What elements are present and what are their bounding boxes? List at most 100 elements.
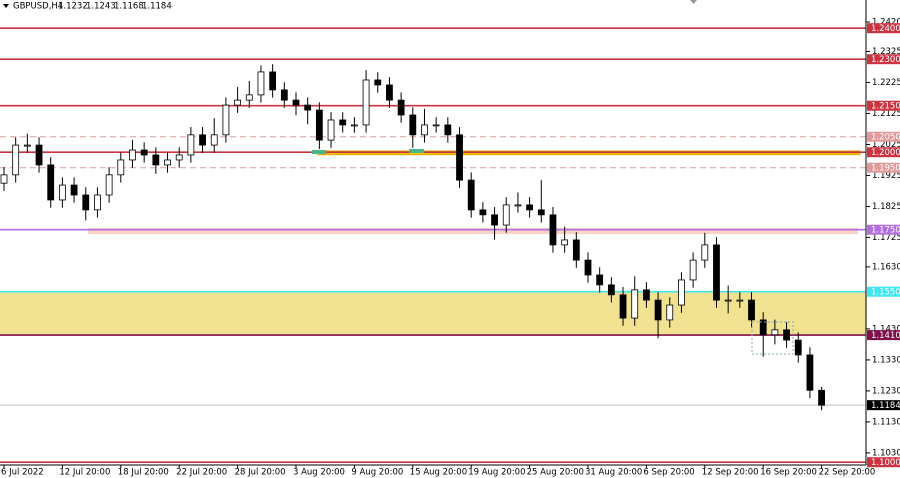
candle-body (526, 204, 533, 211)
candles (0, 64, 825, 411)
candle-body (794, 339, 802, 356)
level-label: 1.2000 (871, 148, 900, 158)
candle-body (654, 299, 662, 321)
y-tick-label: 1.2225 (872, 78, 900, 88)
candle-body (47, 164, 55, 201)
time-axis: 6 Jul 2022 12 Jul 20:00 18 Jul 20:00 22 Jul… (1, 465, 875, 478)
candle-body (409, 114, 417, 136)
y-tick-label: 1.2420 (872, 18, 900, 28)
y-tick-label: 1.1330 (872, 355, 900, 365)
candle-body (374, 79, 382, 86)
x-tick-label: 15 Aug 20:00 (410, 468, 467, 478)
candle-body (561, 239, 569, 246)
candle-body (619, 294, 627, 319)
candle-body (386, 84, 393, 101)
candle-body (175, 154, 183, 161)
candle-body (678, 279, 685, 306)
candle-body (187, 134, 195, 156)
candle-body (759, 319, 767, 336)
level-label-box (867, 224, 900, 235)
x-tick-label: 31 Aug 20:00 (585, 468, 642, 478)
candle-body (397, 99, 405, 116)
ohlc-close: 1.1184 (142, 2, 172, 12)
zone (0, 291, 866, 336)
candle-body (129, 149, 136, 161)
candle-body (456, 134, 463, 181)
candle-body (362, 79, 370, 126)
candle-body (35, 144, 43, 166)
current-price-box (867, 400, 900, 411)
candle-body (432, 124, 440, 127)
candle-body (537, 209, 545, 216)
y-tick-label: 1.2025 (872, 140, 900, 150)
scroll-marker (690, 0, 697, 4)
candle-body (315, 109, 323, 141)
candle-body (152, 154, 160, 166)
y-tick-label: 1.1925 (872, 171, 900, 181)
candle-body (105, 174, 113, 196)
candle-body (12, 144, 20, 176)
candle-body (467, 179, 475, 211)
candle-body (210, 134, 218, 146)
candle-body (222, 104, 230, 136)
y-tick-label: 1.1030 (872, 448, 900, 458)
y-tick-label: 1.1630 (872, 262, 900, 272)
level-label: 1.1750 (871, 226, 900, 236)
x-tick-label: 6 Jul 2022 (1, 468, 44, 478)
y-tick-label: 1.1725 (872, 233, 900, 243)
level-label-box (867, 330, 900, 341)
y-tick-label: 1.2125 (872, 109, 900, 119)
candle-body (292, 99, 300, 106)
candle-body (596, 274, 604, 286)
candle-body (234, 99, 242, 106)
candle-body (140, 149, 148, 156)
candle-body (304, 104, 312, 111)
candle-body (514, 204, 522, 207)
level-label: 1.2400 (871, 24, 900, 34)
candle-body (689, 259, 697, 281)
x-tick-label: 25 Aug 20:00 (527, 468, 584, 478)
candle-body (584, 259, 592, 276)
candle-body (549, 214, 557, 246)
x-tick-label: 22 Jul 20:00 (176, 468, 227, 478)
candle-body (806, 354, 814, 391)
current-price-label: 1.1184 (871, 401, 900, 411)
x-tick-label: 22 Sep 20:00 (819, 468, 876, 478)
x-tick-label: 9 Aug 20:00 (351, 468, 403, 478)
x-tick-label: 19 Aug 20:00 (468, 468, 525, 478)
candle-body (479, 209, 487, 216)
range-box (751, 321, 794, 355)
price-axis: 1.2420 1.2325 1.2225 1.2125 1.2025 1.1925 1.18… (866, 18, 900, 468)
x-tick-label: 12 Sep 20:00 (702, 468, 759, 478)
level-label: 1.1950 (871, 164, 900, 174)
level-label-box (867, 131, 900, 142)
level-label: 1.2050 (871, 133, 900, 143)
candle-body (59, 184, 66, 201)
candle-body (164, 159, 171, 166)
candle-body (94, 194, 101, 211)
candle-body (339, 119, 347, 126)
candle-body (724, 299, 732, 302)
level-label: 1.2150 (871, 102, 900, 112)
x-tick-label: 16 Sep 20:00 (760, 468, 817, 478)
candle-body (502, 204, 510, 226)
level-label: 1.1000 (871, 458, 900, 468)
level-label: 1.1550 (871, 288, 900, 298)
candle-body (736, 299, 744, 302)
marker (312, 150, 326, 154)
candle-body (350, 124, 358, 127)
menu-triangle[interactable] (3, 4, 9, 8)
x-tick-label: 18 Jul 20:00 (118, 468, 169, 478)
candle-body (327, 119, 335, 141)
candle-body (631, 289, 639, 319)
level-label: 1.2300 (871, 55, 900, 65)
candle-body (23, 144, 31, 147)
candle-body (199, 134, 206, 146)
candle-body (245, 94, 253, 101)
level-label-box (867, 162, 900, 173)
candle-body (783, 329, 790, 341)
level-label: 1.1410 (871, 331, 900, 341)
x-tick-label: 3 Aug 20:00 (293, 468, 345, 478)
symbol: GBPUSD,H4 (13, 2, 63, 12)
